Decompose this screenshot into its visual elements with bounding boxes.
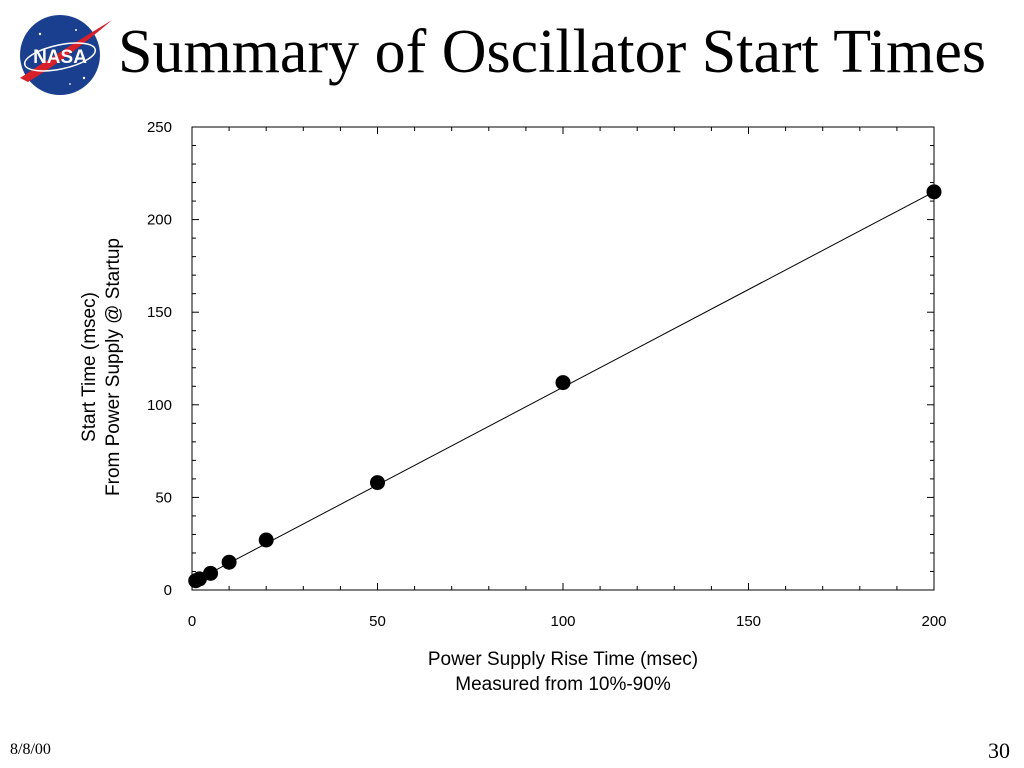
y-axis: 0 50 100 150 200 250	[147, 119, 934, 599]
data-point	[221, 554, 237, 570]
x-axis-label-line1: Power Supply Rise Time (msec)	[428, 649, 698, 670]
y-tick-label: 150	[147, 304, 172, 321]
data-point	[191, 571, 207, 587]
x-tick-label: 200	[921, 613, 946, 630]
data-point	[203, 565, 219, 581]
nasa-logo: NASA	[14, 12, 114, 98]
x-tick-label: 100	[550, 613, 575, 630]
x-tick-label: 0	[188, 613, 196, 630]
y-tick-label: 0	[164, 582, 172, 599]
plot-frame	[191, 126, 935, 591]
data-point	[555, 375, 571, 391]
y-tick-label: 100	[147, 397, 172, 414]
slide-date: 8/8/00	[10, 741, 51, 758]
slide-title: Summary of Oscillator Start Times	[118, 18, 986, 86]
x-axis-label-line2: Measured from 10%-90%	[455, 674, 671, 695]
data-point	[926, 184, 942, 200]
y-axis-label-line2: From Power Supply @ Startup	[103, 238, 124, 496]
data-points	[188, 184, 942, 589]
data-point	[258, 532, 274, 548]
y-tick-label: 50	[155, 489, 172, 506]
data-point	[370, 475, 385, 491]
y-tick-label: 200	[147, 212, 172, 229]
x-tick-label: 50	[369, 613, 386, 630]
y-axis-label-line1: Start Time (msec)	[79, 292, 100, 442]
x-axis: 0 50 100 150 200	[188, 127, 947, 630]
y-tick-label: 250	[147, 119, 172, 136]
page-number: 30	[988, 738, 1010, 763]
svg-text:NASA: NASA	[33, 47, 87, 68]
x-tick-label: 150	[736, 613, 761, 630]
